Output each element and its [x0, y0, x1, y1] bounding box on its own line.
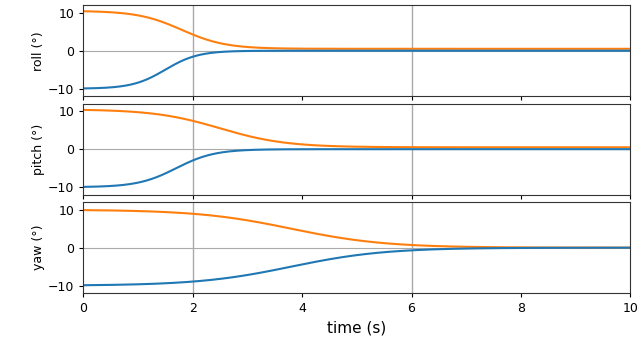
Y-axis label: roll (°): roll (°) — [32, 31, 45, 71]
Y-axis label: yaw (°): yaw (°) — [32, 225, 45, 270]
X-axis label: time (s): time (s) — [327, 321, 387, 336]
Y-axis label: pitch (°): pitch (°) — [32, 123, 45, 175]
